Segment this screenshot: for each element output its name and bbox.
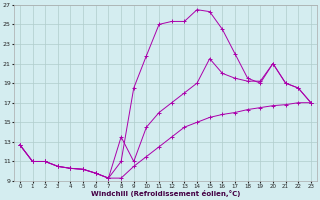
X-axis label: Windchill (Refroidissement éolien,°C): Windchill (Refroidissement éolien,°C) <box>91 190 240 197</box>
